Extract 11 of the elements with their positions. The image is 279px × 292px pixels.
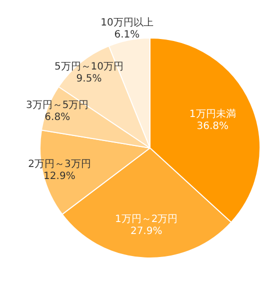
data-label: 6.1% [114,30,140,41]
data-label: 9.5% [76,73,102,84]
slice-label: 1万円未満 [189,108,236,120]
slice-label: 5万円～10万円 [54,61,124,72]
slice-label: 3万円～5万円 [26,100,89,111]
data-label: 6.8% [44,112,70,123]
data-label: 36.8% [196,120,228,132]
slice-label: 1万円～2万円 [114,214,178,226]
data-label: 27.9% [130,226,162,238]
slice-label: 10万円以上 [100,16,154,29]
data-label: 12.9% [44,170,76,182]
